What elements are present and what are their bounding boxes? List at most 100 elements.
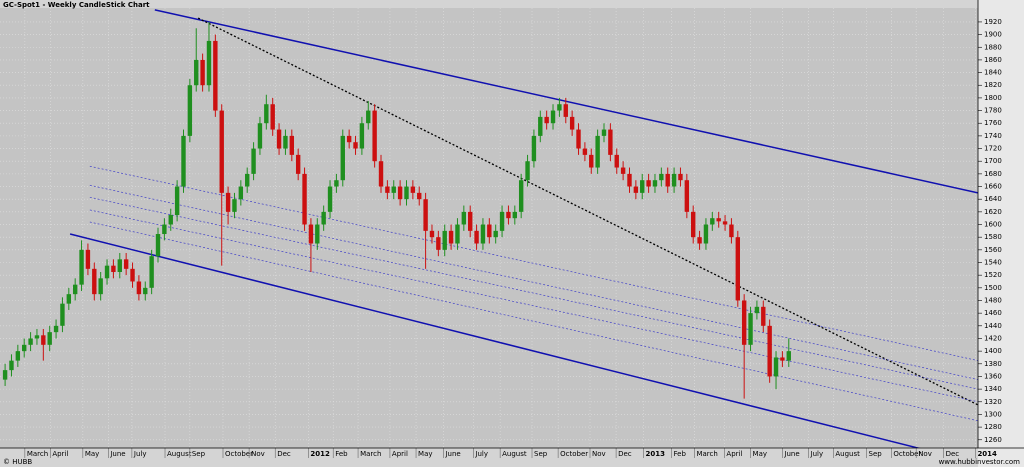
candle-body <box>92 268 97 295</box>
candle-body <box>468 211 473 231</box>
candle-body <box>104 265 110 279</box>
candle-body <box>206 40 212 86</box>
x-tick-label: 2013 <box>646 450 666 458</box>
candle-body <box>85 249 91 269</box>
candle-body <box>786 351 791 361</box>
candle-body <box>219 110 224 193</box>
candle-body <box>518 180 524 212</box>
candle-body <box>245 173 250 187</box>
candle-body <box>461 211 467 225</box>
candle-body <box>710 218 715 225</box>
candle-body <box>569 116 575 130</box>
x-tick-label: Sep <box>192 450 206 458</box>
footer: www.hubbinvestor.com <box>939 458 1021 466</box>
chart-title: GC-Spot1 - Weekly CandleStick Chart <box>3 1 150 9</box>
candle-body <box>264 104 269 124</box>
y-tick-label: 1260 <box>984 436 1002 444</box>
y-axis-panel <box>978 0 1024 467</box>
candle-body <box>691 211 696 238</box>
candle-body <box>155 234 161 257</box>
candle-body <box>257 123 263 149</box>
candle-body <box>334 180 339 187</box>
y-tick-label: 1700 <box>984 157 1002 165</box>
y-tick-label: 1520 <box>984 271 1002 279</box>
x-tick-label: 2014 <box>977 450 997 458</box>
candle-body <box>684 180 690 212</box>
x-tick-label: Dec <box>618 450 632 458</box>
candle-body <box>525 161 530 181</box>
y-tick-label: 1400 <box>984 347 1002 355</box>
candle-body <box>576 129 581 149</box>
trend-line <box>89 196 978 390</box>
candle-body <box>512 211 518 219</box>
candle-body <box>117 259 122 272</box>
x-tick-label: Feb <box>335 450 348 458</box>
candle-body <box>302 173 307 225</box>
candle-body <box>123 259 129 269</box>
y-tick-label: 1340 <box>984 385 1002 393</box>
trend-line <box>69 233 921 448</box>
candle-body <box>652 180 658 187</box>
x-tick-label: June <box>444 450 460 458</box>
y-tick-label: 1380 <box>984 360 1002 368</box>
candle-body <box>538 116 543 136</box>
candle-body <box>761 306 766 326</box>
x-tick-label: July <box>133 450 147 458</box>
candle-body <box>620 167 626 174</box>
x-tick-label: August <box>835 450 860 458</box>
y-tick-label: 1760 <box>984 119 1002 127</box>
candle-body <box>703 224 709 244</box>
y-tick-label: 1660 <box>984 183 1002 191</box>
candle-body <box>187 85 193 136</box>
trend-line <box>89 209 978 403</box>
candle-body <box>423 199 428 231</box>
y-tick-label: 1440 <box>984 322 1002 330</box>
x-tick-label: May <box>85 450 99 458</box>
x-tick-label: August <box>167 450 192 458</box>
x-tick-label: October <box>893 450 921 458</box>
candle-body <box>595 135 600 168</box>
candle-body <box>60 303 65 326</box>
candle-body <box>780 357 785 361</box>
candle-body <box>378 161 384 187</box>
candle-body <box>531 135 537 162</box>
candle-body <box>66 294 72 304</box>
candle-body <box>111 265 116 272</box>
candle-body <box>729 224 734 238</box>
y-tick-label: 1540 <box>984 259 1002 267</box>
y-tick-label: 1360 <box>984 372 1002 380</box>
x-tick-label: Nov <box>251 450 265 458</box>
y-tick-label: 1780 <box>984 107 1002 115</box>
candle-body <box>608 129 613 155</box>
x-tick-label: July <box>474 450 488 458</box>
x-tick-label: May <box>753 450 767 458</box>
candle-body <box>773 357 779 377</box>
y-tick-label: 1280 <box>984 423 1002 431</box>
candle-body <box>22 344 27 352</box>
candle-body <box>162 224 167 235</box>
candle-body <box>436 237 441 250</box>
candle-body <box>251 148 256 174</box>
candle-body <box>28 338 33 345</box>
candle-body <box>633 186 639 193</box>
candle-body <box>442 230 447 250</box>
x-tick-label: March <box>696 450 717 458</box>
plot <box>0 8 978 448</box>
y-tick-label: 1580 <box>984 233 1002 241</box>
x-tick-label: May <box>418 450 432 458</box>
candle-body <box>315 224 320 244</box>
candle-body <box>748 313 753 345</box>
candle-body <box>238 186 244 200</box>
candle-body <box>614 154 619 168</box>
candle-body <box>417 192 422 200</box>
x-tick-label: October <box>225 450 253 458</box>
candle-body <box>678 173 683 181</box>
candle-body <box>448 230 454 244</box>
y-tick-label: 1740 <box>984 132 1002 140</box>
candle-body <box>130 268 135 282</box>
x-tick-label: August <box>502 450 527 458</box>
candle-body <box>455 224 460 244</box>
candle-body <box>397 186 403 200</box>
candle-body <box>735 237 741 301</box>
